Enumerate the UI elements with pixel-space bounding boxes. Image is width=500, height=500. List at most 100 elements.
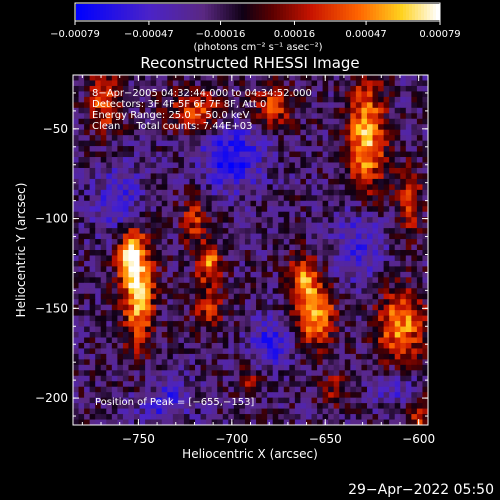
heatmap-cell xyxy=(328,288,335,295)
heatmap-cell xyxy=(161,348,168,355)
heatmap-cell xyxy=(189,244,196,251)
heatmap-cell xyxy=(256,321,263,328)
heatmap-cell xyxy=(361,178,368,185)
heatmap-cell xyxy=(355,173,362,180)
heatmap-cell xyxy=(139,233,146,240)
heatmap-cell xyxy=(333,342,340,349)
heatmap-cell xyxy=(239,96,246,103)
heatmap-cell xyxy=(389,364,396,371)
colorbar-swatch xyxy=(418,4,422,20)
heatmap-cell xyxy=(305,359,313,366)
heatmap-cell xyxy=(233,250,240,256)
heatmap-cell xyxy=(106,381,113,388)
heatmap-cell xyxy=(400,403,407,410)
heatmap-cell xyxy=(244,189,251,196)
heatmap-cell xyxy=(183,239,190,246)
heatmap-cell xyxy=(250,337,257,344)
heatmap-cell xyxy=(405,217,412,224)
colorbar-swatch xyxy=(226,4,230,20)
heatmap-cell xyxy=(178,370,185,377)
heatmap-cell xyxy=(305,239,313,246)
heatmap-cell xyxy=(289,239,296,246)
heatmap-cell xyxy=(328,326,335,333)
heatmap-cell xyxy=(422,102,429,109)
heatmap-cell xyxy=(422,310,429,317)
heatmap-cell xyxy=(289,332,296,338)
colorbar-swatch xyxy=(154,4,158,20)
heatmap-cell xyxy=(139,381,146,388)
heatmap-cell xyxy=(311,75,318,81)
heatmap-cell xyxy=(361,113,368,120)
heatmap-cell xyxy=(328,140,335,147)
heatmap-cell xyxy=(122,244,129,251)
heatmap-cell xyxy=(389,288,396,295)
heatmap-cell xyxy=(134,222,141,229)
heatmap-cell xyxy=(228,397,235,404)
heatmap-cell xyxy=(150,102,157,109)
heatmap-cell xyxy=(178,299,185,306)
heatmap-cell xyxy=(350,403,357,410)
heatmap-cell xyxy=(211,326,218,333)
heatmap-cell xyxy=(228,353,235,360)
heatmap-cell xyxy=(361,167,368,174)
heatmap-cell xyxy=(322,370,329,377)
heatmap-cell xyxy=(339,91,346,98)
heatmap-cell xyxy=(84,255,91,262)
heatmap-cell xyxy=(394,337,401,344)
heatmap-cell xyxy=(139,414,146,421)
heatmap-cell xyxy=(311,403,318,410)
heatmap-cell xyxy=(328,178,335,185)
heatmap-cell xyxy=(411,189,418,196)
heatmap-cell xyxy=(311,173,318,180)
heatmap-cell xyxy=(161,408,168,415)
heatmap-cell xyxy=(73,75,80,81)
heatmap-cell xyxy=(150,146,157,153)
heatmap-cell xyxy=(233,315,240,322)
heatmap-cell xyxy=(311,337,318,344)
heatmap-cell xyxy=(333,386,340,393)
heatmap-cell xyxy=(339,157,346,163)
heatmap-cell xyxy=(250,107,257,114)
heatmap-cell xyxy=(300,332,307,338)
heatmap-cell xyxy=(355,414,362,421)
heatmap-cell xyxy=(311,107,318,114)
heatmap-cell xyxy=(378,386,385,393)
heatmap-cell xyxy=(256,304,263,311)
colorbar-swatch xyxy=(115,4,119,20)
heatmap-cell xyxy=(172,85,179,92)
heatmap-cell xyxy=(333,392,340,399)
heatmap-cell xyxy=(244,102,251,109)
heatmap-cell xyxy=(394,321,401,328)
heatmap-cell xyxy=(305,91,313,98)
heatmap-cell xyxy=(78,129,85,136)
heatmap-cell xyxy=(228,321,235,328)
heatmap-cell xyxy=(189,271,196,278)
heatmap-cell xyxy=(283,370,290,377)
heatmap-cell xyxy=(122,381,129,388)
heatmap-cell xyxy=(206,167,213,174)
heatmap-cell xyxy=(344,266,351,273)
heatmap-cell xyxy=(189,381,196,388)
heatmap-cell xyxy=(305,167,313,174)
heatmap-cell xyxy=(383,91,390,98)
heatmap-cell xyxy=(317,315,324,322)
heatmap-cell xyxy=(361,342,368,349)
heatmap-cell xyxy=(283,364,290,371)
heatmap-cell xyxy=(422,348,429,355)
heatmap-cell xyxy=(233,217,240,224)
heatmap-cell xyxy=(378,255,385,262)
heatmap-cell xyxy=(389,321,396,328)
heatmap-cell xyxy=(389,217,396,224)
heatmap-cell xyxy=(278,217,285,224)
heatmap-cell xyxy=(217,342,224,349)
heatmap-cell xyxy=(156,167,163,174)
heatmap-cell xyxy=(261,211,268,218)
heatmap-cell xyxy=(217,310,224,317)
heatmap-cell xyxy=(317,113,324,120)
heatmap-cell xyxy=(178,102,185,109)
heatmap-cell xyxy=(195,359,202,366)
heatmap-cell xyxy=(289,206,296,213)
heatmap-cell xyxy=(322,151,329,158)
heatmap-cell xyxy=(111,386,118,393)
heatmap-cell xyxy=(178,244,185,251)
